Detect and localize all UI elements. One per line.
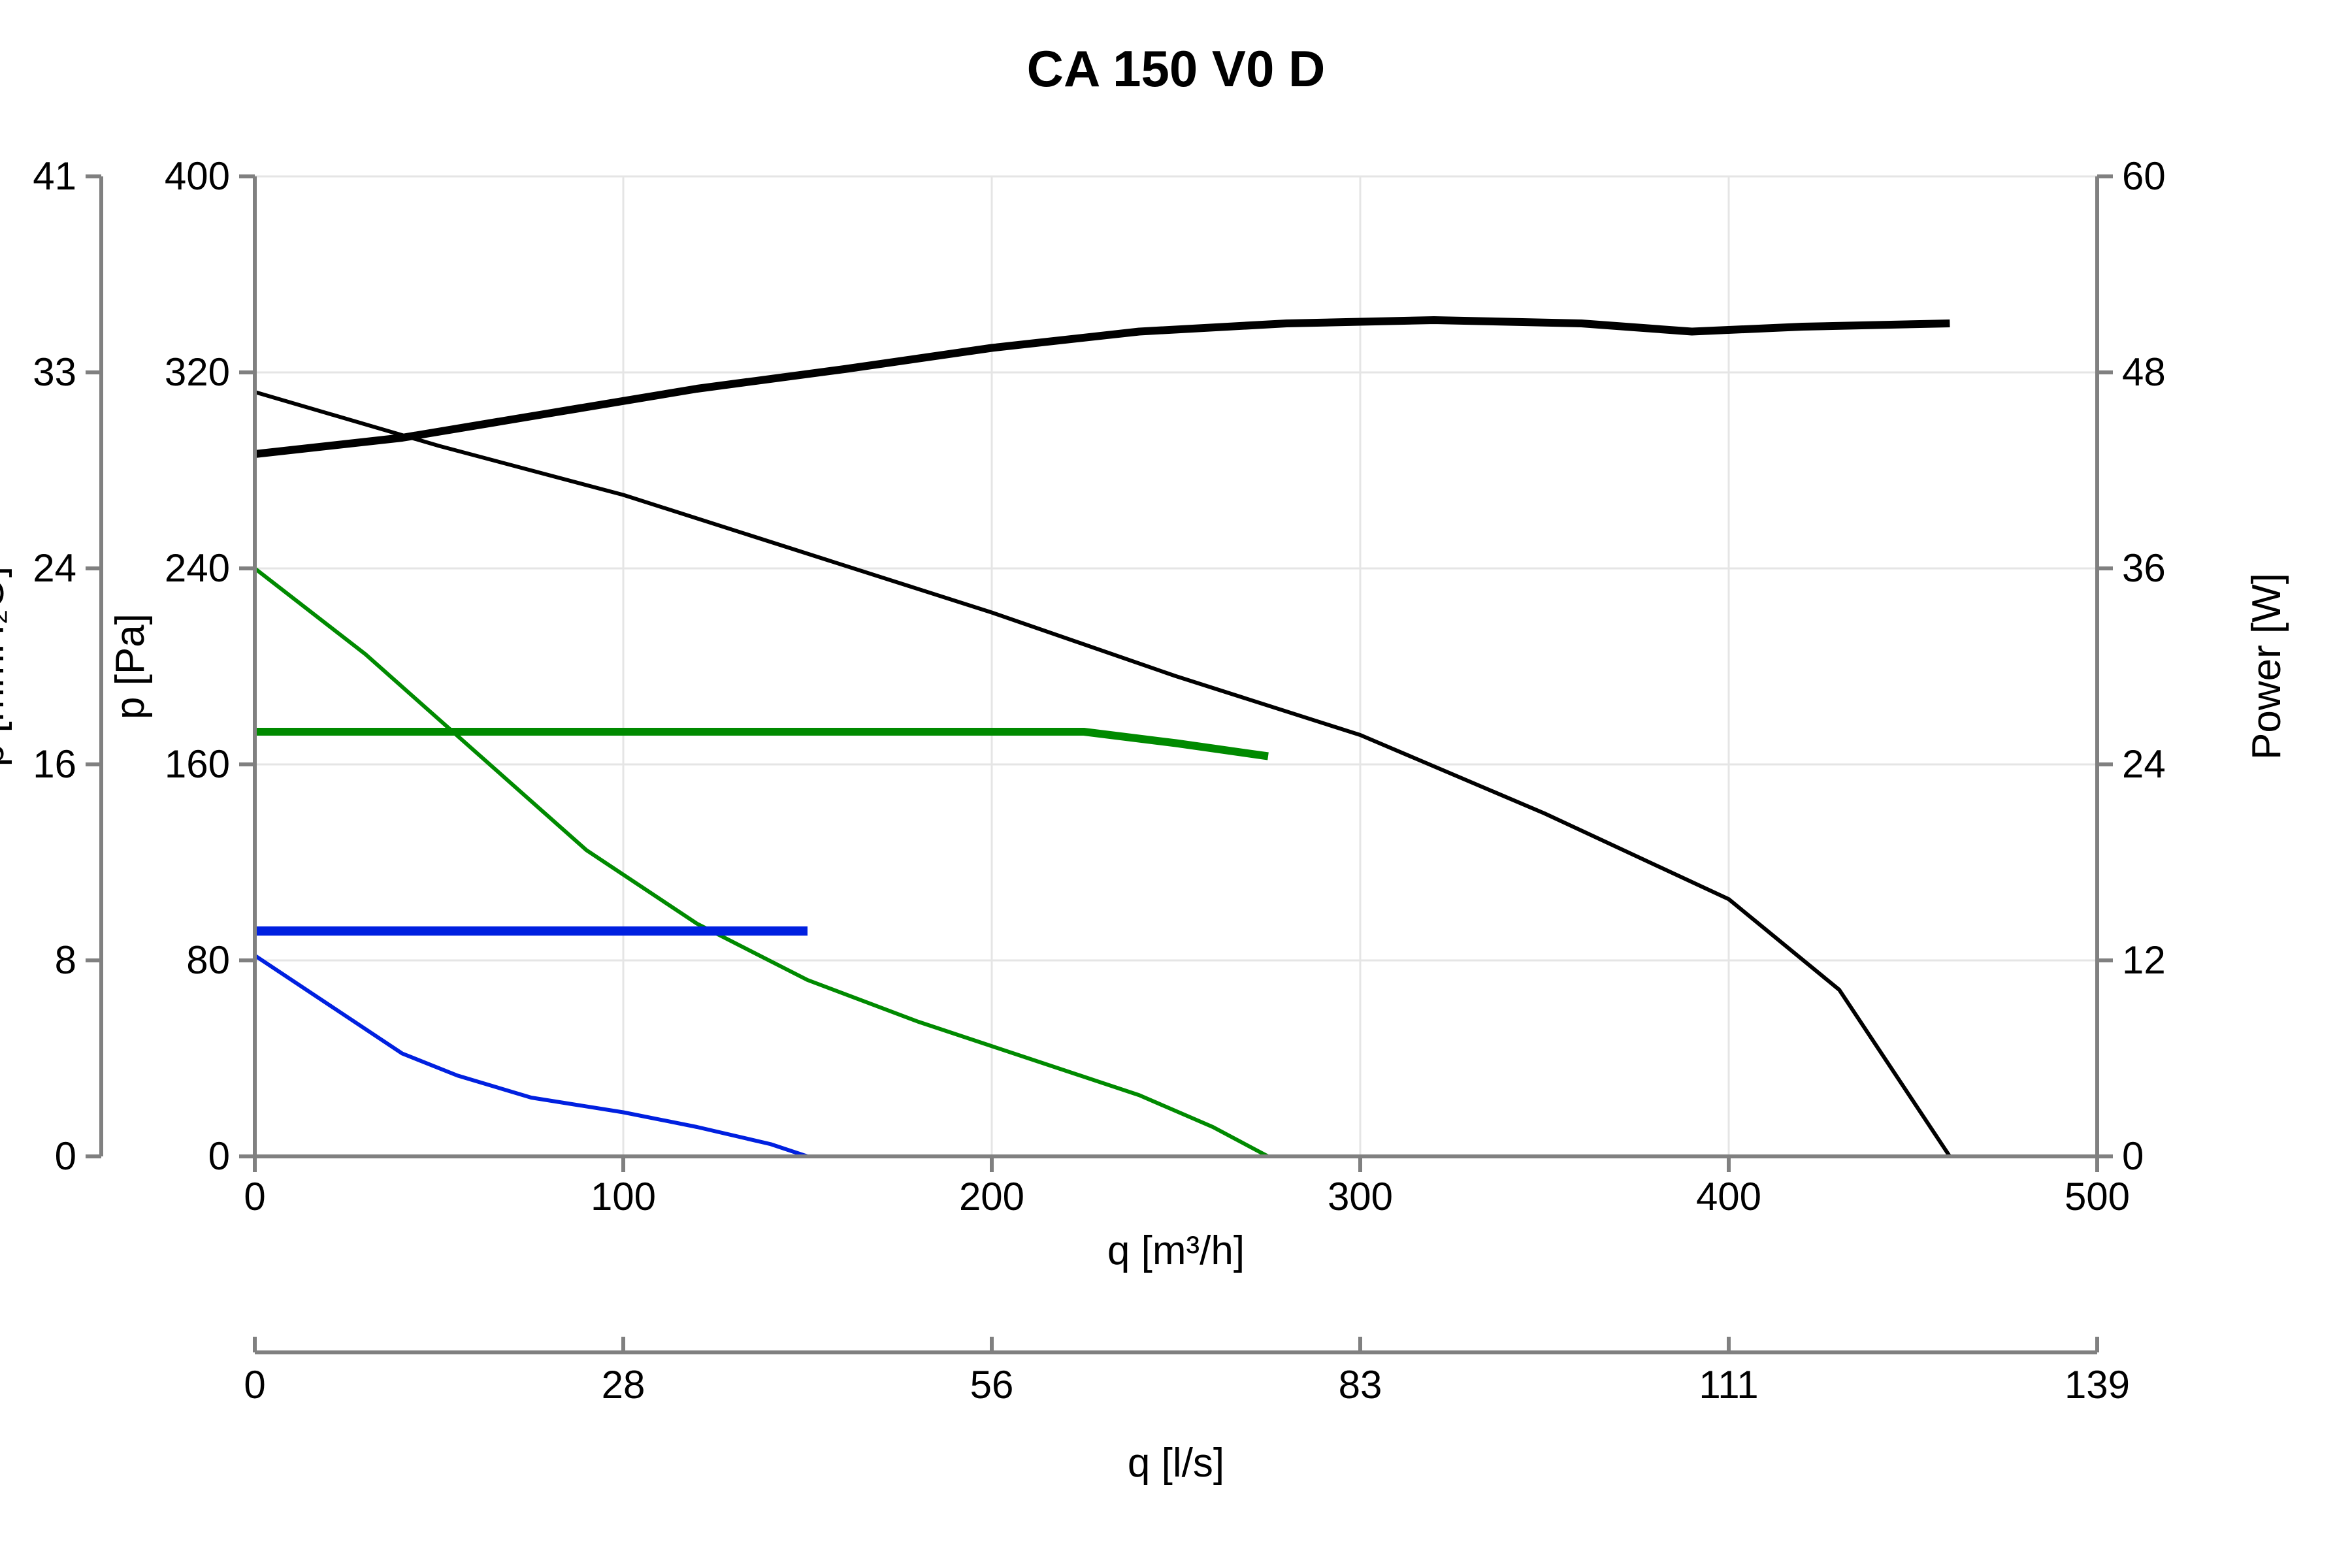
tick-label-pa: 160 [165,742,230,786]
tick-label-power: 48 [2122,350,2166,394]
axis-label-pa: p [Pa] [108,613,153,719]
tick-label-power: 12 [2122,938,2166,982]
series-line [255,956,808,1157]
tick-label-ls: 56 [970,1363,1014,1407]
axis-label-ls: q [l/s] [1128,1441,1224,1486]
tick-label-ls: 83 [1339,1363,1382,1407]
tick-label-mmh2o: 24 [33,546,76,590]
tick-label-ls: 111 [1699,1363,1758,1407]
tick-label-m3h: 200 [959,1175,1024,1218]
tick-label-mmh2o: 41 [33,154,76,198]
tick-label-mmh2o: 16 [33,742,76,786]
tick-label-m3h: 500 [2065,1175,2130,1218]
series-line [255,320,1950,454]
axis-label-m3h: q [m³/h] [1107,1228,1245,1273]
tick-label-power: 24 [2122,742,2166,786]
tick-label-ls: 139 [2065,1363,2130,1407]
performance-chart: 080160240320400p [Pa]01224364860Power [W… [0,0,2352,1568]
tick-label-pa: 400 [165,154,230,198]
axis-label-mmh2o: p [mmH₂O] [0,566,12,767]
series-line [255,732,1268,757]
tick-label-ls: 0 [244,1363,265,1407]
tick-label-pa: 240 [165,546,230,590]
tick-label-pa: 320 [165,350,230,394]
tick-label-power: 36 [2122,546,2166,590]
tick-label-power: 0 [2122,1134,2144,1178]
tick-label-m3h: 400 [1696,1175,1761,1218]
tick-label-ls: 28 [602,1363,645,1407]
axis-label-power: Power [W] [2244,573,2289,760]
tick-label-pa: 80 [186,938,230,982]
tick-label-m3h: 300 [1328,1175,1393,1218]
tick-label-m3h: 0 [244,1175,265,1218]
series-line [255,392,1950,1156]
tick-label-pa: 0 [208,1134,230,1178]
chart-page: CA 150 V0 D 080160240320400p [Pa]0122436… [0,0,2352,1568]
tick-label-mmh2o: 8 [55,938,76,982]
tick-label-mmh2o: 0 [55,1134,76,1178]
tick-label-mmh2o: 33 [33,350,76,394]
tick-label-m3h: 100 [591,1175,656,1218]
tick-label-power: 60 [2122,154,2166,198]
